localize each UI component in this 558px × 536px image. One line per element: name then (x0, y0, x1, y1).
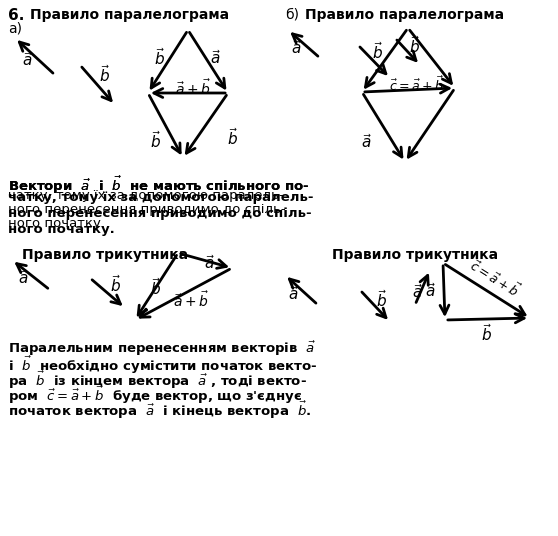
Text: $\vec{a}$: $\vec{a}$ (425, 282, 436, 300)
Text: $\vec{b}$: $\vec{b}$ (377, 289, 388, 310)
Text: Правило трикутника: Правило трикутника (22, 248, 188, 262)
Text: $\vec{a}$: $\vec{a}$ (204, 254, 215, 272)
Text: $\vec{b}$: $\vec{b}$ (110, 274, 122, 295)
Text: Вектори  $\vec{a}$  і  $\vec{b}$  не мають спільного по-: Вектори $\vec{a}$ і $\vec{b}$ не мають с… (8, 175, 309, 196)
Text: 6.: 6. (8, 8, 25, 23)
Text: $\vec{b}$: $\vec{b}$ (410, 35, 421, 56)
Text: $\vec{b}$: $\vec{b}$ (99, 64, 110, 85)
Text: $\vec{a}$: $\vec{a}$ (412, 283, 424, 301)
Text: ного початку.: ного початку. (8, 217, 105, 230)
Text: б): б) (285, 8, 299, 22)
Text: і  $\vec{b}$  необхідно сумістити початок векто-: і $\vec{b}$ необхідно сумістити початок … (8, 355, 318, 376)
Text: ра  $\vec{b}$  із кінцем вектора  $\vec{a}$ , тоді векто-: ра $\vec{b}$ із кінцем вектора $\vec{a}$… (8, 370, 307, 391)
Text: ного перенесення приводимо до спіль-: ного перенесення приводимо до спіль- (8, 203, 286, 216)
Text: $\vec{a}$: $\vec{a}$ (288, 285, 300, 303)
Text: ного початку.: ного початку. (8, 223, 115, 236)
Text: ром  $\vec{c} = \vec{a} + \vec{b}$  буде вектор, що з'єднує: ром $\vec{c} = \vec{a} + \vec{b}$ буде в… (8, 385, 302, 406)
Text: $\vec{b}$: $\vec{b}$ (228, 128, 239, 148)
Text: $\vec{a}$: $\vec{a}$ (22, 51, 33, 69)
Text: $\vec{c}=\vec{a}+\vec{b}$: $\vec{c}=\vec{a}+\vec{b}$ (388, 76, 444, 94)
Text: $\vec{a}+\vec{b}$: $\vec{a}+\vec{b}$ (173, 290, 209, 310)
Text: $\vec{b}$: $\vec{b}$ (482, 324, 493, 345)
Text: початок вектора  $\vec{a}$  і кінець вектора  $\vec{b}$.: початок вектора $\vec{a}$ і кінець векто… (8, 400, 311, 421)
Text: ного перенесення приводимо до спіль-: ного перенесення приводимо до спіль- (8, 207, 311, 220)
Text: $\vec{b}$: $\vec{b}$ (372, 41, 383, 63)
Text: $\vec{a}+\vec{b}$: $\vec{a}+\vec{b}$ (175, 78, 211, 98)
Text: $\vec{a}$: $\vec{a}$ (210, 49, 222, 67)
Text: Вектори  $\vec{a}$  і  $\vec{b}$  не мають спільного по-: Вектори $\vec{a}$ і $\vec{b}$ не мають с… (8, 175, 309, 196)
Text: $\vec{c}=\vec{a}+\vec{b}$: $\vec{c}=\vec{a}+\vec{b}$ (466, 256, 522, 300)
Text: $\vec{b}$: $\vec{b}$ (151, 278, 162, 299)
Text: чатку, тому їх за допомогою паралель-: чатку, тому їх за допомогою паралель- (8, 191, 314, 204)
Text: Паралельним перенесенням векторів  $\vec{a}$: Паралельним перенесенням векторів $\vec{… (8, 340, 316, 359)
Text: $\vec{b}$: $\vec{b}$ (155, 48, 166, 69)
Text: Правило трикутника: Правило трикутника (332, 248, 498, 262)
Text: $\vec{a}$: $\vec{a}$ (18, 269, 30, 287)
Text: Правило паралелограма: Правило паралелограма (305, 8, 504, 22)
Text: чатку, тому їх за допомогою паралель-: чатку, тому їх за допомогою паралель- (8, 189, 283, 202)
Text: $\vec{a}$: $\vec{a}$ (291, 39, 302, 57)
Text: $\vec{b}$: $\vec{b}$ (151, 131, 162, 152)
Text: Правило паралелограма: Правило паралелограма (30, 8, 229, 22)
Text: а): а) (8, 22, 22, 36)
Text: $\vec{a}$: $\vec{a}$ (362, 133, 373, 151)
